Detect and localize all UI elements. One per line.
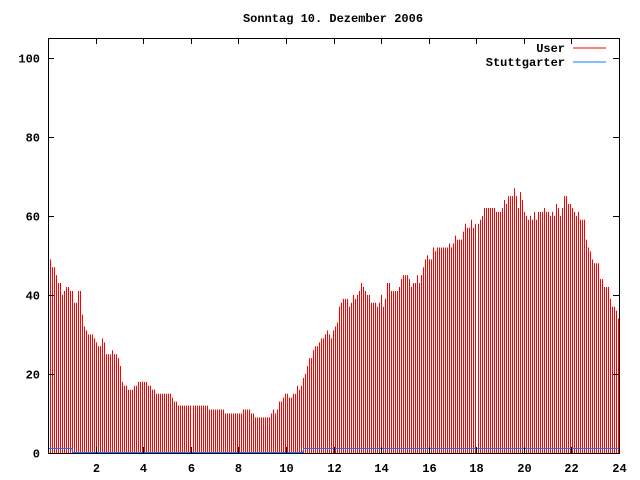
chart-title: Sonntag 10. Dezember 2006 (243, 12, 423, 26)
legend: User Stuttgarter (486, 42, 606, 70)
x-tick-label: 8 (235, 462, 242, 476)
x-tick-label: 22 (564, 462, 578, 476)
x-tick-label: 12 (327, 462, 341, 476)
x-tick-label: 14 (374, 462, 388, 476)
x-tick-label: 4 (140, 462, 147, 476)
y-tick-label: 40 (26, 290, 40, 304)
y-tick-label: 80 (26, 132, 40, 146)
x-tick-label: 18 (469, 462, 483, 476)
y-tick-label: 0 (33, 448, 40, 462)
stuttgarter-line (48, 448, 619, 453)
x-tick-label: 16 (422, 462, 436, 476)
legend-label-stuttgarter: Stuttgarter (486, 56, 565, 70)
x-tick-label: 24 (612, 462, 626, 476)
legend-label-user: User (536, 42, 565, 56)
y-tick-label: 60 (26, 211, 40, 225)
x-tick-label: 2 (93, 462, 100, 476)
x-tick-label: 20 (517, 462, 531, 476)
user-bars (50, 188, 619, 453)
y-tick-label: 100 (18, 53, 40, 67)
x-tick-label: 10 (279, 462, 293, 476)
x-tick-label: 6 (188, 462, 195, 476)
stuttgarter-series-line (48, 448, 619, 453)
y-tick-label: 20 (26, 369, 40, 383)
